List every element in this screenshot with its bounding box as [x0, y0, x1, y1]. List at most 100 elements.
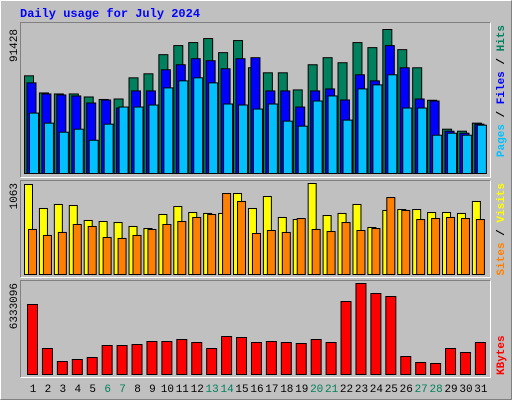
bar [116, 345, 128, 376]
x-tick-label: 19 [295, 384, 308, 396]
bar [28, 228, 37, 276]
bar [193, 77, 204, 174]
panel-shadow [20, 22, 491, 178]
bar [311, 228, 321, 276]
x-tick-label: 30 [459, 384, 472, 396]
bar [280, 342, 292, 376]
bar [342, 119, 353, 174]
bar [267, 103, 278, 174]
panel-light [20, 280, 491, 378]
bar [446, 216, 456, 275]
legend-entry: Pages [496, 124, 508, 157]
x-tick-label: 28 [430, 384, 443, 396]
panel-light [20, 180, 491, 278]
bar [460, 218, 470, 275]
x-tick-label: 15 [235, 384, 248, 396]
bar [132, 234, 142, 276]
bar [340, 300, 352, 375]
x-tick-label: 21 [325, 384, 339, 396]
bar [400, 356, 412, 375]
x-tick-label: 29 [444, 384, 457, 396]
bar [415, 362, 427, 376]
x-tick-label: 24 [370, 384, 384, 396]
bar [161, 341, 173, 375]
x-tick-label: 18 [280, 384, 293, 396]
bar [222, 193, 232, 275]
bar [71, 359, 83, 376]
bar [238, 104, 249, 174]
bar [430, 363, 442, 375]
bar [445, 348, 457, 375]
bar [447, 132, 458, 175]
y-tick-label: 1063 [9, 183, 21, 209]
bar [42, 234, 52, 276]
x-tick-label: 10 [161, 384, 174, 396]
bar [432, 134, 443, 175]
bar [401, 209, 411, 276]
bar [296, 218, 306, 275]
bar [43, 122, 54, 174]
x-tick-label: 31 [474, 384, 488, 396]
legend-entry: Hits [496, 25, 508, 51]
bar [131, 344, 143, 376]
bar [58, 131, 69, 175]
x-tick-label: 14 [220, 384, 234, 396]
bar [387, 74, 398, 174]
y-tick-label: 6333096 [9, 283, 21, 329]
bar [133, 106, 144, 174]
bar [250, 342, 262, 376]
legend: KBytes [496, 335, 508, 375]
x-tick-label: 13 [206, 384, 219, 396]
bar [118, 106, 129, 174]
bar [385, 296, 397, 375]
x-tick-label: 20 [310, 384, 323, 396]
bar [148, 104, 159, 174]
x-tick-label: 3 [60, 384, 67, 396]
x-tick-label: 26 [400, 384, 413, 396]
x-tick-label: 6 [104, 384, 111, 396]
legend-separator: / [496, 104, 508, 124]
bar [88, 139, 99, 174]
x-tick-label: 9 [149, 384, 156, 396]
x-tick-label: 7 [119, 384, 126, 396]
bar [356, 229, 366, 276]
bar [386, 197, 396, 275]
x-tick-label: 22 [340, 384, 353, 396]
bar [163, 87, 174, 174]
bar [102, 237, 112, 275]
bar [101, 345, 113, 376]
legend: Pages / Files / Hits [496, 25, 508, 157]
x-tick-label: 2 [45, 384, 52, 396]
bar [176, 339, 188, 376]
bar [29, 112, 39, 174]
legend: Sites / Visits [496, 183, 508, 275]
bar [221, 335, 233, 375]
legend-entry: Sites [496, 242, 508, 275]
bar [431, 218, 441, 275]
legend-entry: Visits [496, 183, 508, 223]
bar [266, 229, 276, 276]
bar [265, 341, 277, 375]
bar [402, 107, 413, 174]
bar [191, 342, 203, 376]
bar [341, 222, 351, 275]
panel-light [20, 22, 491, 178]
x-tick-label: 25 [385, 384, 398, 396]
bar [310, 339, 322, 376]
x-tick-label: 23 [355, 384, 368, 396]
bar [192, 216, 202, 275]
legend-entry: Files [496, 71, 508, 104]
panel-shadow [20, 180, 491, 278]
panel-shadow [20, 280, 491, 378]
bar [327, 95, 338, 174]
bar [57, 231, 67, 275]
bar [476, 124, 487, 174]
bar [56, 361, 68, 375]
bar [237, 200, 247, 275]
bar [417, 107, 428, 174]
legend-separator: / [496, 51, 508, 71]
bar [252, 108, 263, 174]
